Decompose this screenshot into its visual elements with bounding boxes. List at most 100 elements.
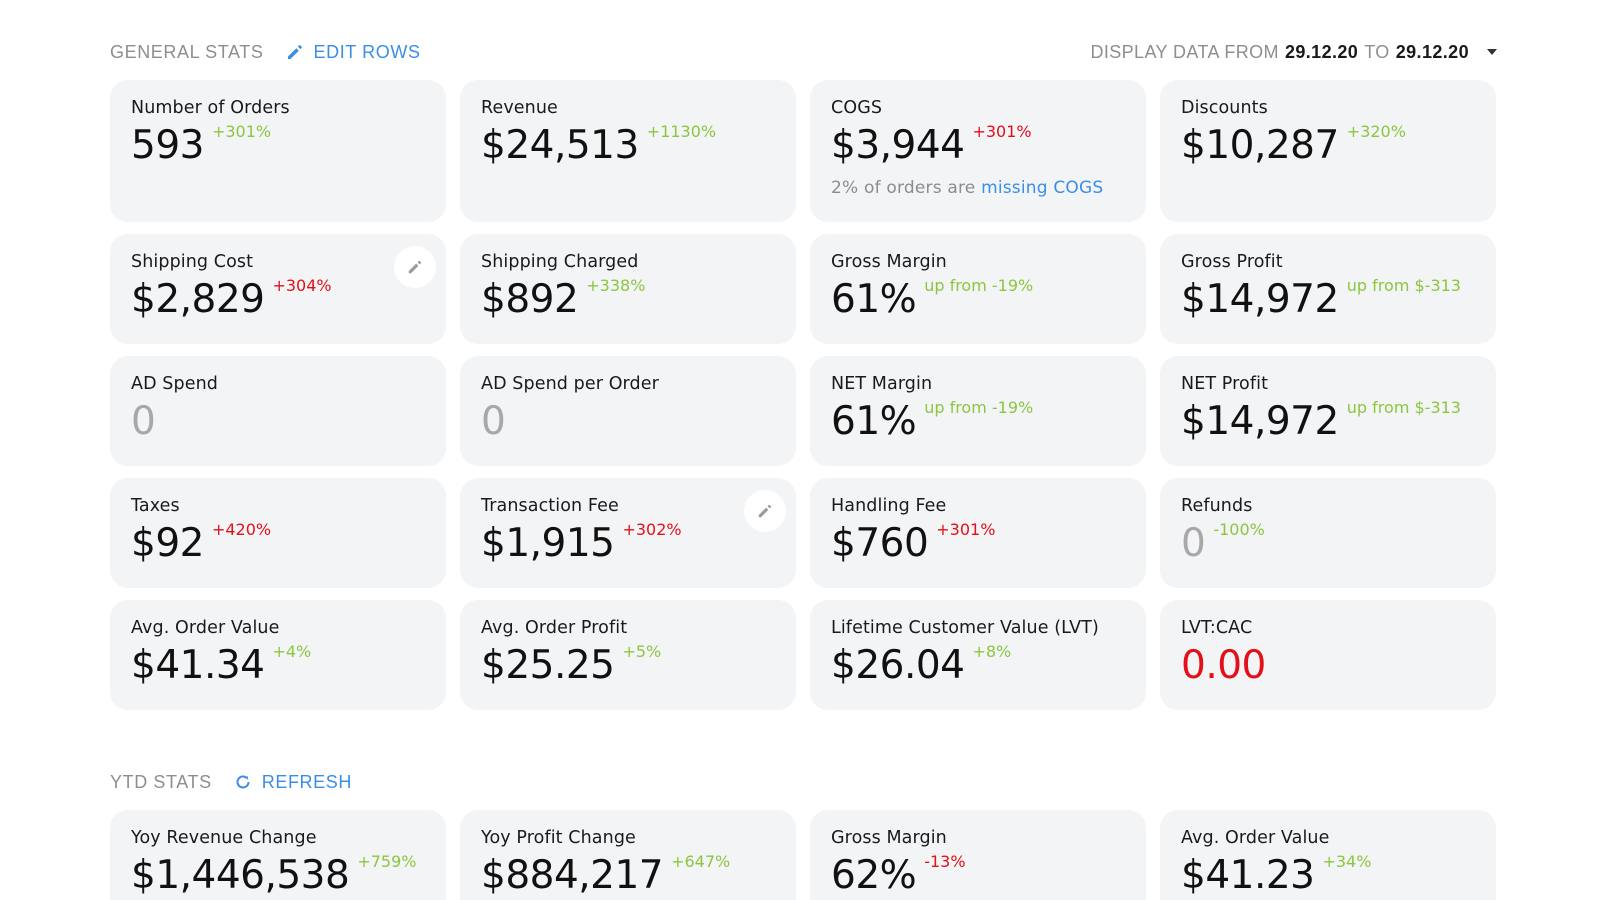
stat-value: $24,513 bbox=[481, 123, 639, 168]
stat-value: $25.25 bbox=[481, 643, 615, 688]
cogs-note-text: 2% of orders are bbox=[831, 178, 976, 198]
stat-label: Transaction Fee bbox=[481, 496, 619, 516]
stat-card-number-of-orders: Number of Orders 593 +301% bbox=[110, 80, 446, 222]
stat-label: AD Spend per Order bbox=[481, 374, 659, 394]
stat-card-gross-profit: Gross Profit $14,972 up from $-313 bbox=[1160, 234, 1496, 344]
stat-value: $10,287 bbox=[1181, 123, 1339, 168]
edit-transaction-fee-button[interactable] bbox=[744, 490, 786, 532]
stat-card-revenue: Revenue $24,513 +1130% bbox=[460, 80, 796, 222]
stat-delta: +338% bbox=[586, 276, 646, 295]
stat-delta: +34% bbox=[1322, 852, 1372, 871]
stat-card-ad-spend-per-order: AD Spend per Order 0 bbox=[460, 356, 796, 466]
missing-cogs-link[interactable]: missing COGS bbox=[981, 178, 1104, 198]
general-stats-header: GENERAL STATS EDIT ROWS DISPLAY DATA FRO… bbox=[110, 40, 1497, 64]
stat-delta: +4% bbox=[272, 642, 312, 661]
ytd-card-avg-order-value: Avg. Order Value $41.23 +34% bbox=[1160, 810, 1496, 900]
stat-value: $1,915 bbox=[481, 521, 615, 566]
stat-label: Shipping Cost bbox=[131, 252, 254, 272]
cogs-note: 2% of orders are missing COGS bbox=[831, 178, 1126, 198]
stat-delta: up from $-313 bbox=[1346, 276, 1461, 295]
refresh-icon bbox=[234, 773, 252, 791]
stat-label: Yoy Profit Change bbox=[481, 828, 636, 848]
pencil-icon bbox=[286, 43, 304, 61]
edit-rows-button[interactable]: EDIT ROWS bbox=[286, 42, 421, 63]
stat-label: Avg. Order Value bbox=[131, 618, 280, 638]
stat-delta: up from $-313 bbox=[1346, 398, 1461, 417]
ytd-stats-header: YTD STATS REFRESH bbox=[110, 770, 1497, 794]
date-range-prefix: DISPLAY DATA FROM bbox=[1090, 41, 1279, 62]
edit-rows-label: EDIT ROWS bbox=[313, 41, 421, 62]
stat-delta: +1130% bbox=[646, 122, 717, 141]
ytd-stats-title: YTD STATS bbox=[110, 771, 212, 792]
stat-value: 0 bbox=[481, 399, 506, 444]
refresh-label: REFRESH bbox=[261, 771, 352, 792]
ytd-card-profit-change: Yoy Profit Change $884,217 +647% bbox=[460, 810, 796, 900]
stat-card-lvt-cac: LVT:CAC 0.00 bbox=[1160, 600, 1496, 710]
stat-value: $884,217 bbox=[481, 853, 664, 898]
pencil-icon bbox=[758, 504, 772, 518]
stat-delta: up from -19% bbox=[924, 276, 1034, 295]
date-to-word: TO bbox=[1364, 41, 1390, 62]
stat-label: NET Profit bbox=[1181, 374, 1269, 394]
stat-label: Revenue bbox=[481, 98, 558, 118]
stat-card-avg-order-value: Avg. Order Value $41.34 +4% bbox=[110, 600, 446, 710]
stat-label: Shipping Charged bbox=[481, 252, 639, 272]
general-stats-title: GENERAL STATS bbox=[110, 41, 264, 62]
ytd-stats-grid: Yoy Revenue Change $1,446,538 +759% Yoy P… bbox=[110, 810, 1496, 900]
stat-card-taxes: Taxes $92 +420% bbox=[110, 478, 446, 588]
stat-value: 61% bbox=[831, 399, 917, 444]
stat-value: $26.04 bbox=[831, 643, 965, 688]
pencil-icon bbox=[408, 260, 422, 274]
refresh-button[interactable]: REFRESH bbox=[234, 772, 352, 793]
stat-value: $892 bbox=[481, 277, 579, 322]
stat-delta: +5% bbox=[622, 642, 662, 661]
stat-card-transaction-fee: Transaction Fee $1,915 +302% bbox=[460, 478, 796, 588]
stat-value: $1,446,538 bbox=[131, 853, 350, 898]
stat-card-cogs: COGS $3,944 +301% 2% of orders are missin… bbox=[810, 80, 1146, 222]
general-stats-grid: Number of Orders 593 +301% Revenue $24,51… bbox=[110, 80, 1496, 710]
stat-label: AD Spend bbox=[131, 374, 218, 394]
stat-value: $14,972 bbox=[1181, 277, 1339, 322]
date-range-selector[interactable]: DISPLAY DATA FROM 29.12.20 TO 29.12.20 bbox=[1090, 42, 1497, 63]
edit-shipping-cost-button[interactable] bbox=[394, 246, 436, 288]
stat-card-handling-fee: Handling Fee $760 +301% bbox=[810, 478, 1146, 588]
stat-label: COGS bbox=[831, 98, 883, 118]
stat-label: Taxes bbox=[131, 496, 180, 516]
stat-delta: +647% bbox=[671, 852, 731, 871]
stat-value: $3,944 bbox=[831, 123, 965, 168]
stat-delta: +301% bbox=[972, 122, 1032, 141]
stat-value: $41.23 bbox=[1181, 853, 1315, 898]
stat-value: 61% bbox=[831, 277, 917, 322]
stat-delta: +301% bbox=[211, 122, 272, 141]
stat-delta: up from -19% bbox=[924, 398, 1034, 417]
ytd-card-gross-margin: Gross Margin 62% -13% bbox=[810, 810, 1146, 900]
stat-value: 0.00 bbox=[1181, 643, 1266, 688]
stat-card-net-profit: NET Profit $14,972 up from $-313 bbox=[1160, 356, 1496, 466]
stat-delta: +304% bbox=[272, 276, 332, 295]
stat-value: 0 bbox=[1181, 521, 1206, 566]
stat-delta: +420% bbox=[211, 520, 272, 539]
stat-delta: -100% bbox=[1213, 520, 1265, 539]
stat-card-shipping-charged: Shipping Charged $892 +338% bbox=[460, 234, 796, 344]
stat-label: Gross Margin bbox=[831, 828, 947, 848]
ytd-card-revenue-change: Yoy Revenue Change $1,446,538 +759% bbox=[110, 810, 446, 900]
stat-label: LVT:CAC bbox=[1181, 618, 1253, 638]
stat-delta: -13% bbox=[924, 852, 966, 871]
stat-value: $92 bbox=[131, 521, 204, 566]
stat-card-lifetime-customer-value: Lifetime Customer Value (LVT) $26.04 +8% bbox=[810, 600, 1146, 710]
stat-label: Refunds bbox=[1181, 496, 1253, 516]
stat-card-discounts: Discounts $10,287 +320% bbox=[1160, 80, 1496, 222]
stat-label: Number of Orders bbox=[131, 98, 290, 118]
stat-card-avg-order-profit: Avg. Order Profit $25.25 +5% bbox=[460, 600, 796, 710]
stat-label: Handling Fee bbox=[831, 496, 947, 516]
stat-card-gross-margin: Gross Margin 61% up from -19% bbox=[810, 234, 1146, 344]
stat-delta: +320% bbox=[1346, 122, 1406, 141]
stat-delta: +8% bbox=[972, 642, 1012, 661]
stat-label: Yoy Revenue Change bbox=[131, 828, 317, 848]
stat-delta: +301% bbox=[936, 520, 996, 539]
stat-label: Avg. Order Value bbox=[1181, 828, 1330, 848]
stat-card-ad-spend: AD Spend 0 bbox=[110, 356, 446, 466]
stat-value: $41.34 bbox=[131, 643, 265, 688]
stat-label: Lifetime Customer Value (LVT) bbox=[831, 618, 1099, 638]
stat-value: $2,829 bbox=[131, 277, 265, 322]
